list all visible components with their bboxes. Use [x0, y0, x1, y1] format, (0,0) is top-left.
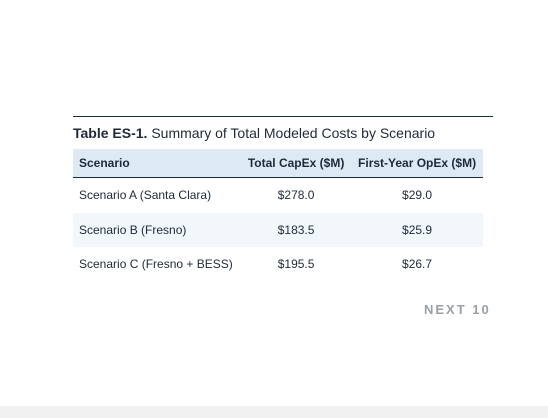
- table-header-row: Scenario Total CapEx ($M) First-Year OpE…: [73, 149, 483, 178]
- cell-opex: $25.9: [402, 222, 433, 237]
- table-row: Scenario B (Fresno) $183.5 $25.9: [73, 212, 483, 247]
- cell-scenario: Scenario A (Santa Clara): [79, 188, 212, 203]
- cell-capex: $183.5: [277, 222, 315, 237]
- header-first-year-opex: First-Year OpEx ($M): [351, 149, 483, 178]
- cell-scenario: Scenario C (Fresno + BESS): [79, 257, 233, 272]
- table-caption: Table ES-1. Summary of Total Modeled Cos…: [73, 123, 493, 143]
- cell-capex: $278.0: [277, 188, 315, 203]
- cell-opex: $26.7: [402, 257, 433, 272]
- header-total-capex: Total CapEx ($M): [241, 149, 352, 178]
- table-row: Scenario C (Fresno + BESS) $195.5 $26.7: [73, 247, 483, 282]
- cell-scenario: Scenario B (Fresno): [79, 222, 187, 237]
- bottom-band: [0, 406, 548, 418]
- cell-capex: $195.5: [277, 257, 315, 272]
- table-caption-text: Summary of Total Modeled Costs by Scenar…: [151, 125, 436, 141]
- cell-opex: $29.0: [402, 188, 433, 203]
- cost-summary-table: Scenario Total CapEx ($M) First-Year OpE…: [73, 149, 483, 282]
- next10-logo: NEXT 10: [424, 302, 491, 317]
- table-caption-label: Table ES-1.: [73, 125, 148, 141]
- top-rule: [73, 116, 493, 117]
- table-row: Scenario A (Santa Clara) $278.0 $29.0: [73, 178, 483, 213]
- header-scenario: Scenario: [73, 149, 242, 178]
- table-block: Table ES-1. Summary of Total Modeled Cos…: [73, 116, 493, 282]
